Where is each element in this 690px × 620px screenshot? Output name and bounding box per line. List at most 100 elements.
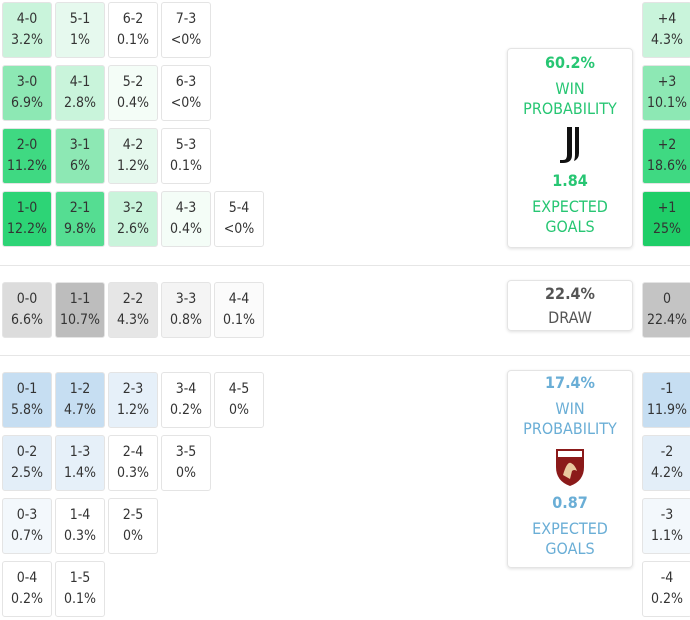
cell-text: +4 — [657, 11, 677, 27]
score-cell: 6-3 <0% — [161, 65, 211, 121]
cell-text: +1 — [657, 200, 677, 216]
score-cell: 2-1 9.8% — [55, 191, 105, 247]
draw-pct: 22.4% — [545, 283, 595, 303]
cell-text: -1 — [660, 381, 674, 397]
cell-text: 6-2 — [122, 11, 144, 27]
cell-text: 7-3 — [175, 11, 197, 27]
xg: 1.84 — [552, 171, 588, 190]
home-card: 60.2% WIN PROBABILITY 1.84 EXPECTED GOAL… — [507, 48, 633, 248]
score-cell: 5-1 1% — [55, 2, 105, 58]
xg: 0.87 — [552, 493, 588, 512]
score-cell: 4-2 1.2% — [108, 128, 158, 184]
cell-text: 0.1% — [170, 158, 202, 174]
win-label: WIN PROBABILITY — [523, 79, 617, 118]
cell-text: +3 — [657, 74, 677, 90]
score-cell: 2-2 4.3% — [108, 282, 158, 338]
cell-text: 0.2% — [11, 591, 43, 607]
cell-text: 1-4 — [69, 507, 91, 523]
cell-text: 25% — [653, 221, 681, 237]
score-cell: 3-4 0.2% — [161, 372, 211, 428]
cell-text: 0.1% — [117, 32, 149, 48]
cell-text: 0.3% — [64, 528, 96, 544]
cell-text: 5-4 — [228, 200, 250, 216]
score-cell: 4-1 2.8% — [55, 65, 105, 121]
score-cell: 3-0 6.9% — [2, 65, 52, 121]
score-cell: 1-4 0.3% — [55, 498, 105, 554]
cell-text: 2-3 — [122, 381, 144, 397]
margin-cell: +2 18.6% — [642, 128, 690, 184]
score-cell: 0-1 5.8% — [2, 372, 52, 428]
cell-text: 0-2 — [16, 444, 38, 460]
cell-text: 1% — [70, 32, 90, 48]
score-cell: 7-3 <0% — [161, 2, 211, 58]
cell-text: 1.2% — [117, 402, 149, 418]
score-cell: 1-1 10.7% — [55, 282, 105, 338]
margin-cell: +1 25% — [642, 191, 690, 247]
cell-text: 6% — [70, 158, 90, 174]
margin-cell: +3 10.1% — [642, 65, 690, 121]
separator — [0, 355, 690, 356]
cell-text: 4-1 — [69, 74, 91, 90]
cell-text: -3 — [660, 507, 674, 523]
cell-text: 0% — [176, 465, 196, 481]
cell-text: 0% — [229, 402, 249, 418]
cell-text: 1.4% — [64, 465, 96, 481]
cell-text: 3-3 — [175, 291, 197, 307]
score-cell: 1-2 4.7% — [55, 372, 105, 428]
draw-card: 22.4% DRAW — [507, 280, 633, 331]
away-card: 17.4% WIN PROBABILITY 0.87 EXPECTED GOAL… — [507, 370, 633, 568]
cell-text: 0.7% — [11, 528, 43, 544]
win-pct: 60.2% — [545, 53, 595, 72]
cell-text: 4.7% — [64, 402, 96, 418]
cell-text: 0-1 — [16, 381, 38, 397]
cell-text: 4-3 — [175, 200, 197, 216]
cell-text: 1.2% — [117, 158, 149, 174]
cell-text: 1-3 — [69, 444, 91, 460]
margin-cell: -3 1.1% — [642, 498, 690, 554]
score-cell: 5-3 0.1% — [161, 128, 211, 184]
margin-cell: 0 22.4% — [642, 282, 690, 338]
cell-text: 4-0 — [16, 11, 38, 27]
score-cell: 1-3 1.4% — [55, 435, 105, 491]
score-cell: 0-2 2.5% — [2, 435, 52, 491]
cell-text: 4-2 — [122, 137, 144, 153]
score-cell: 5-2 0.4% — [108, 65, 158, 121]
cell-text: 2.6% — [117, 221, 149, 237]
cell-text: 0.1% — [64, 591, 96, 607]
cell-text: 12.2% — [6, 221, 47, 237]
margin-cell: -2 4.2% — [642, 435, 690, 491]
margin-cell: -4 0.2% — [642, 561, 690, 617]
score-cell: 1-5 0.1% — [55, 561, 105, 617]
score-cell: 3-2 2.6% — [108, 191, 158, 247]
cell-text: 1-5 — [69, 570, 91, 586]
cell-text: 5.8% — [11, 402, 43, 418]
cell-text: 4.3% — [117, 312, 149, 328]
cell-text: 0.4% — [170, 221, 202, 237]
cell-text: 2.8% — [64, 95, 96, 111]
cell-text: 6.9% — [11, 95, 43, 111]
score-cell: 2-0 11.2% — [2, 128, 52, 184]
cell-text: 3.2% — [11, 32, 43, 48]
cell-text: 11.9% — [646, 402, 687, 418]
win-label: WIN PROBABILITY — [523, 399, 617, 438]
score-cell: 1-0 12.2% — [2, 191, 52, 247]
score-cell: 3-3 0.8% — [161, 282, 211, 338]
score-cell: 2-5 0% — [108, 498, 158, 554]
cell-text: 2-2 — [122, 291, 144, 307]
win-pct: 17.4% — [545, 373, 595, 392]
cell-text: 5-1 — [69, 11, 91, 27]
cell-text: 1-1 — [69, 291, 91, 307]
xg-label: EXPECTED GOALS — [532, 519, 608, 558]
cell-text: 10.7% — [59, 312, 100, 328]
cell-text: 0.1% — [223, 312, 255, 328]
cell-text: 3-5 — [175, 444, 197, 460]
score-cell: 4-0 3.2% — [2, 2, 52, 58]
xg-label: EXPECTED GOALS — [532, 197, 608, 236]
margin-cell: +4 4.3% — [642, 2, 690, 58]
score-cell: 4-4 0.1% — [214, 282, 264, 338]
cell-text: +2 — [657, 137, 677, 153]
cell-text: 3-2 — [122, 200, 144, 216]
cell-text: 4-5 — [228, 381, 250, 397]
score-cell: 2-3 1.2% — [108, 372, 158, 428]
